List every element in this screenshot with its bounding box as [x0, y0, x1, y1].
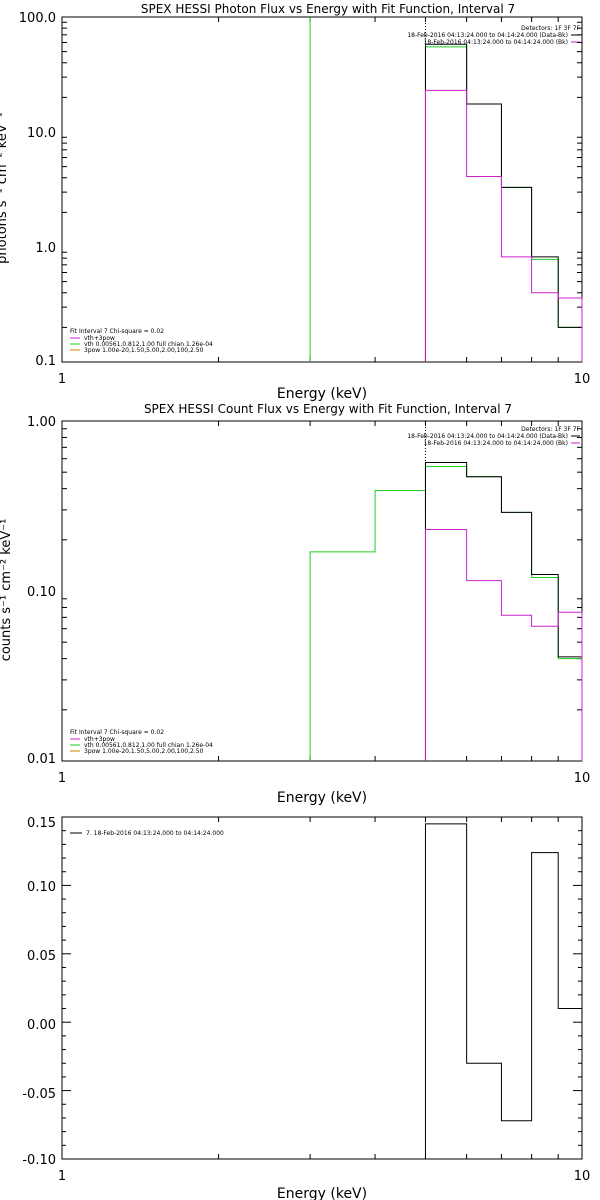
- panel2-legend-bl-0: Fit Interval 7 Chi-square = 0.02: [70, 729, 164, 736]
- panel1-legend-bl-1: vth+3pow: [84, 335, 115, 342]
- series-1-histogram: [424, 43, 583, 362]
- panel3-ytick-2: 0.05: [27, 949, 56, 964]
- panel2-title: SPEX HESSI Count Flux vs Energy with Fit…: [144, 402, 512, 416]
- panel1-xtick-1: 10: [574, 372, 591, 387]
- panel2-xtick-0: 1: [58, 771, 66, 786]
- panel3-frame: [61, 816, 583, 1160]
- panel1-xtick-0: 1: [58, 372, 66, 387]
- panel1-title: SPEX HESSI Photon Flux vs Energy with Fi…: [141, 2, 515, 16]
- panel-count-flux: SPEX HESSI Count Flux vs Energy with Fit…: [0, 402, 590, 806]
- panel2-ytick-1: 0.10: [27, 585, 56, 600]
- series-2-histogram: [424, 89, 583, 362]
- panel1-legend-tr-0: Detectors: 1F 3F 7F: [521, 25, 580, 32]
- panel2-xtick-1: 10: [574, 771, 591, 786]
- panel1-ytick-0: 100.0: [19, 11, 56, 26]
- panel3-xtick-1: 10: [574, 1169, 591, 1184]
- panel2-legend-tr-0: Detectors: 1F 3F 7F: [521, 426, 580, 433]
- series-1-histogram: [424, 462, 583, 761]
- panel1-legend-tr-2: 18-Feb-2016 04:13:24.000 to 04:14:24.000…: [424, 39, 568, 46]
- panel1-legend-bl-2: vth 0.00561,0.812,1.00 full chian 1.26e-…: [84, 341, 213, 348]
- panel2-marks: [62, 421, 583, 761]
- panel1-legend-bl-0: Fit Interval 7 Chi-square = 0.02: [70, 328, 164, 335]
- panel3-ytick-1: 0.10: [27, 880, 56, 895]
- series-0-histogram: [309, 465, 583, 761]
- panel3-xtick-0: 1: [58, 1169, 66, 1184]
- panel3-ytick-4: -0.05: [22, 1087, 56, 1102]
- panel2-legend-tr-1: 18-Feb-2016 04:13:24.000 to 04:14:24.000…: [407, 433, 568, 440]
- panel1-marks: [62, 17, 583, 362]
- panel2-legend-tr-2: 18-Feb-2016 04:13:24.000 to 04:14:24.000…: [424, 440, 568, 447]
- panel2-ylabel: counts s⁻¹ cm⁻² keV⁻¹: [0, 519, 14, 662]
- series-0-histogram: [424, 823, 583, 1159]
- panel1-legend-bl-3: 3pow 1.00e-20,1.50,5.00,2.00,100,2.50: [84, 347, 204, 354]
- panel2-ytick-2: 0.01: [27, 752, 56, 767]
- panel2-frame: [61, 420, 583, 762]
- panel3-ytick-3: 0.00: [27, 1018, 56, 1033]
- panel2-xlabel: Energy (keV): [277, 790, 367, 806]
- panel3-xlabel: Energy (keV): [277, 1186, 367, 1200]
- panel-photon-flux: SPEX HESSI Photon Flux vs Energy with Fi…: [0, 2, 590, 402]
- panel1-frame: [61, 16, 583, 363]
- panel3-ytick-5: -0.10: [22, 1153, 56, 1168]
- panel1-ytick-3: 0.1: [35, 354, 56, 369]
- panel2-legend-bl-3: 3pow 1.00e-20,1.50,5.00,2.00,100,2.50: [84, 748, 204, 755]
- panel1-xlabel: Energy (keV): [277, 386, 367, 402]
- panel2-legend-bl-1: vth+3pow: [84, 736, 115, 743]
- series-2-histogram: [424, 529, 583, 761]
- panel1-ylabel: photons s⁻¹ cm⁻² keV⁻¹: [0, 112, 10, 264]
- panel3-legend-0: 7. 18-Feb-2016 04:13:24.000 to 04:14:24.…: [86, 830, 224, 837]
- panel1-ytick-1: 10.0: [27, 126, 56, 141]
- panel-residuals: 0.15 0.10 0.05 0.00 -0.05 -0.10 1 10 Ene…: [22, 816, 590, 1200]
- panel3-marks: [62, 816, 583, 1160]
- panel2-legend-bl-2: vth 0.00561,0.812,1.00 full chian 1.26e-…: [84, 742, 213, 749]
- panel2-ytick-0: 1.00: [27, 415, 56, 430]
- panel3-ytick-0: 0.15: [27, 816, 56, 831]
- panel1-ytick-2: 1.0: [35, 241, 56, 256]
- panel1-legend-tr-1: 18-Feb-2016 04:13:24.000 to 04:14:24.000…: [407, 32, 568, 39]
